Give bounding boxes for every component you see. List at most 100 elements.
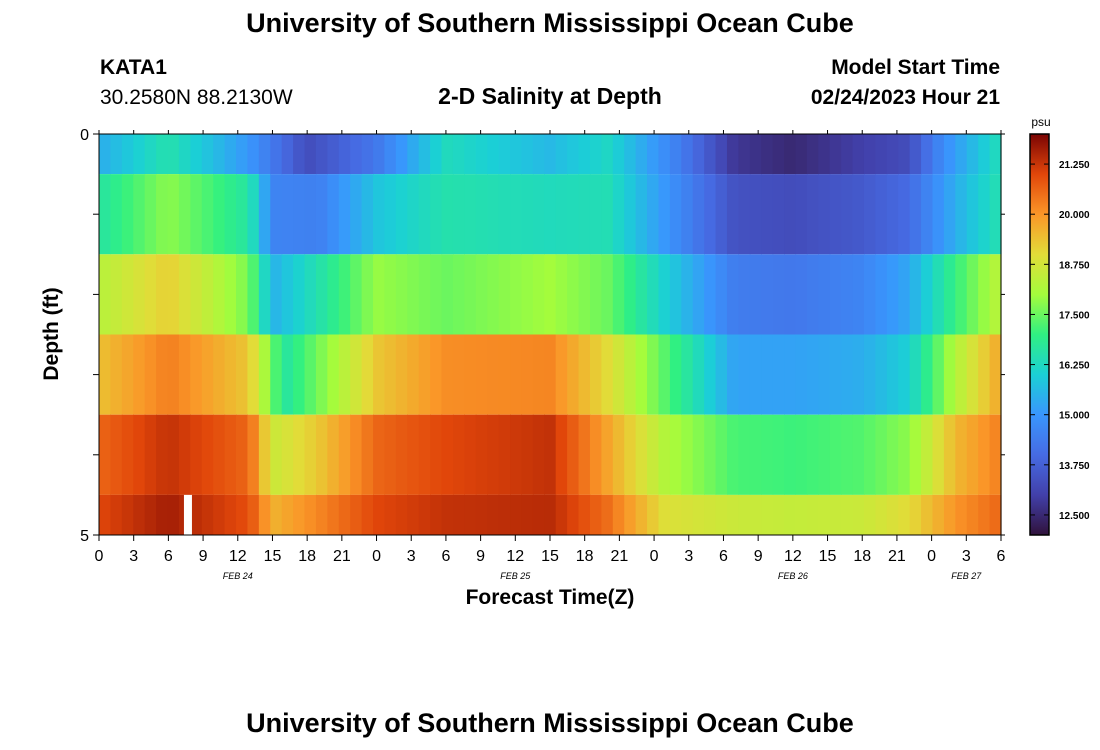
heatmap-cell	[841, 134, 854, 175]
heatmap-cell	[464, 494, 477, 535]
heatmap-cell	[418, 334, 431, 415]
heatmap-cell	[829, 494, 842, 535]
heatmap-cell	[726, 334, 739, 415]
heatmap-cell	[647, 414, 660, 495]
heatmap-cell	[190, 174, 203, 255]
heatmap-cell	[430, 254, 443, 335]
x-tick-label: 0	[95, 548, 104, 565]
model-start-value: 02/24/2023 Hour 21	[810, 86, 1000, 109]
heatmap-cell	[624, 414, 637, 495]
heatmap-cell	[498, 494, 511, 535]
heatmap-cell	[521, 254, 534, 335]
heatmap-cell	[555, 494, 568, 535]
heatmap-cell	[829, 174, 842, 255]
heatmap-cell	[213, 334, 226, 415]
heatmap-cell	[178, 134, 191, 175]
x-tick-label: 18	[298, 548, 316, 565]
heatmap-cell	[236, 494, 249, 535]
heatmap-cell	[304, 254, 317, 335]
heatmap-cell	[795, 134, 808, 175]
heatmap-cell	[236, 134, 249, 175]
heatmap-cell	[955, 174, 968, 255]
heatmap-cell	[863, 254, 877, 335]
heatmap-cell	[293, 334, 306, 415]
salinity-heatmap-chart: 05 0 3 6 9 12 15 18 21 0 3 6 9 12 15 18 21 0 3 6 9 12 15 18 21 0…	[40, 115, 1090, 609]
heatmap-cell	[236, 254, 249, 335]
x-tick-label: 12	[506, 548, 524, 565]
heatmap-cell	[156, 254, 169, 335]
heatmap-cell	[110, 334, 123, 415]
heatmap-cell	[407, 134, 420, 175]
heatmap-cell	[943, 334, 956, 415]
heatmap-cell	[110, 414, 123, 495]
heatmap-cell	[384, 414, 397, 495]
heatmap-cell	[738, 334, 751, 415]
heatmap-cell	[898, 174, 911, 255]
heatmap-cell	[658, 174, 671, 255]
heatmap-cell	[578, 254, 591, 335]
heatmap-cell	[898, 334, 911, 415]
heatmap-cell	[886, 334, 899, 415]
heatmap-cell	[818, 414, 831, 495]
heatmap-cell	[658, 414, 671, 495]
heatmap-cell	[635, 334, 648, 415]
heatmap-cell	[704, 134, 717, 175]
heatmap-cell	[761, 174, 774, 255]
heatmap-cell	[407, 254, 420, 335]
heatmap-cell	[167, 494, 180, 535]
heatmap-cell	[510, 174, 523, 255]
heatmap-cell	[966, 334, 979, 415]
heatmap-cell	[841, 334, 854, 415]
x-tick-label: 9	[199, 548, 208, 565]
heatmap-cell	[441, 174, 454, 255]
heatmap-cell	[361, 334, 374, 415]
heatmap-cell	[213, 134, 226, 175]
date-label: FEB 24	[223, 571, 253, 581]
heatmap-cell	[418, 254, 431, 335]
heatmap-cell	[156, 494, 169, 535]
heatmap-cell	[738, 254, 751, 335]
heatmap-cell	[715, 134, 728, 175]
heatmap-cell	[121, 174, 134, 255]
heatmap-cell	[156, 414, 169, 495]
heatmap-cell	[395, 254, 408, 335]
heatmap-cell	[943, 414, 956, 495]
heatmap-cell	[726, 134, 739, 175]
heatmap-cell	[418, 494, 431, 535]
heatmap-cell	[989, 254, 1002, 335]
heatmap-cell	[761, 414, 774, 495]
heatmap-cell	[475, 334, 488, 415]
heatmap-cell	[510, 334, 523, 415]
heatmap-cell	[886, 254, 899, 335]
heatmap-cell	[852, 414, 865, 495]
heatmap-cell	[224, 494, 237, 535]
heatmap-cell	[784, 494, 797, 535]
heatmap-cell	[532, 174, 545, 255]
date-labels: FEB 24 FEB 25 FEB 26 FEB 27	[223, 571, 983, 581]
heatmap-cell	[510, 134, 523, 175]
heatmap-cell	[544, 134, 557, 175]
heatmap-cell	[361, 174, 374, 255]
heatmap-cell	[567, 334, 580, 415]
heatmap-cell	[144, 494, 157, 535]
heatmap-cell	[270, 174, 283, 255]
heatmap-cell	[384, 174, 397, 255]
heatmap-cell	[692, 334, 705, 415]
heatmap-cell	[99, 414, 112, 495]
heatmap-cell	[544, 334, 557, 415]
heatmap-cell	[475, 414, 488, 495]
colorbar-tick-label: 21.250	[1059, 160, 1090, 171]
heatmap-cell	[281, 134, 294, 175]
heatmap-cell	[715, 494, 728, 535]
heatmap-cell	[932, 494, 945, 535]
heatmap-cell	[304, 414, 317, 495]
heatmap-cell	[898, 494, 911, 535]
heatmap-cell	[852, 254, 865, 335]
heatmap-cell	[338, 134, 351, 175]
heatmap-cell	[829, 414, 842, 495]
heatmap-cell	[167, 254, 180, 335]
heatmap-cell	[544, 414, 557, 495]
heatmap-cell	[156, 334, 169, 415]
heatmap-cells	[99, 134, 1002, 535]
heatmap-cell	[110, 174, 123, 255]
